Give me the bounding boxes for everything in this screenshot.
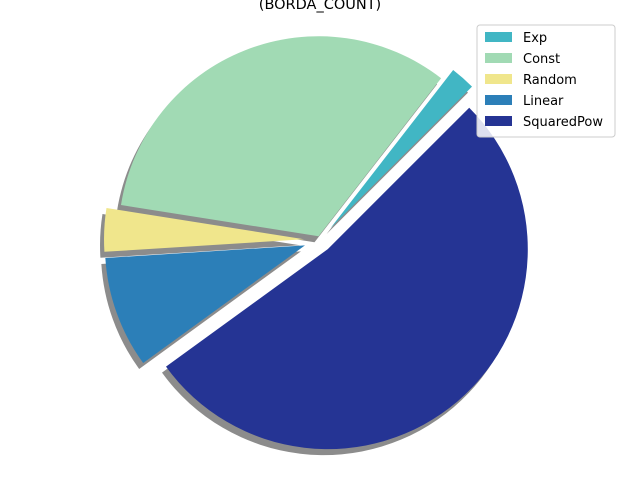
- legend-swatch-linear: [485, 95, 512, 105]
- pie-slice-squaredpow: [165, 107, 528, 450]
- legend-label-const: Const: [523, 52, 560, 67]
- legend-swatch-random: [485, 74, 512, 84]
- pie-slice-exp: [330, 69, 473, 228]
- pie-slice-const: [120, 36, 442, 237]
- legend-label-exp: Exp: [523, 31, 547, 46]
- legend-label-squaredpow: SquaredPow: [523, 115, 603, 130]
- pie-slice-linear: [105, 245, 305, 363]
- legend-swatch-exp: [485, 32, 512, 42]
- legend-label-linear: Linear: [523, 94, 564, 109]
- pie-slices: [104, 36, 528, 450]
- legend-swatch-squaredpow: [485, 116, 512, 126]
- legend-swatch-const: [485, 53, 512, 63]
- chart-title: (BORDA_COUNT): [259, 0, 381, 13]
- legend: Exp Const Random Linear SquaredPow: [476, 24, 616, 138]
- legend-label-random: Random: [523, 73, 577, 88]
- pie-slice-random: [104, 207, 305, 252]
